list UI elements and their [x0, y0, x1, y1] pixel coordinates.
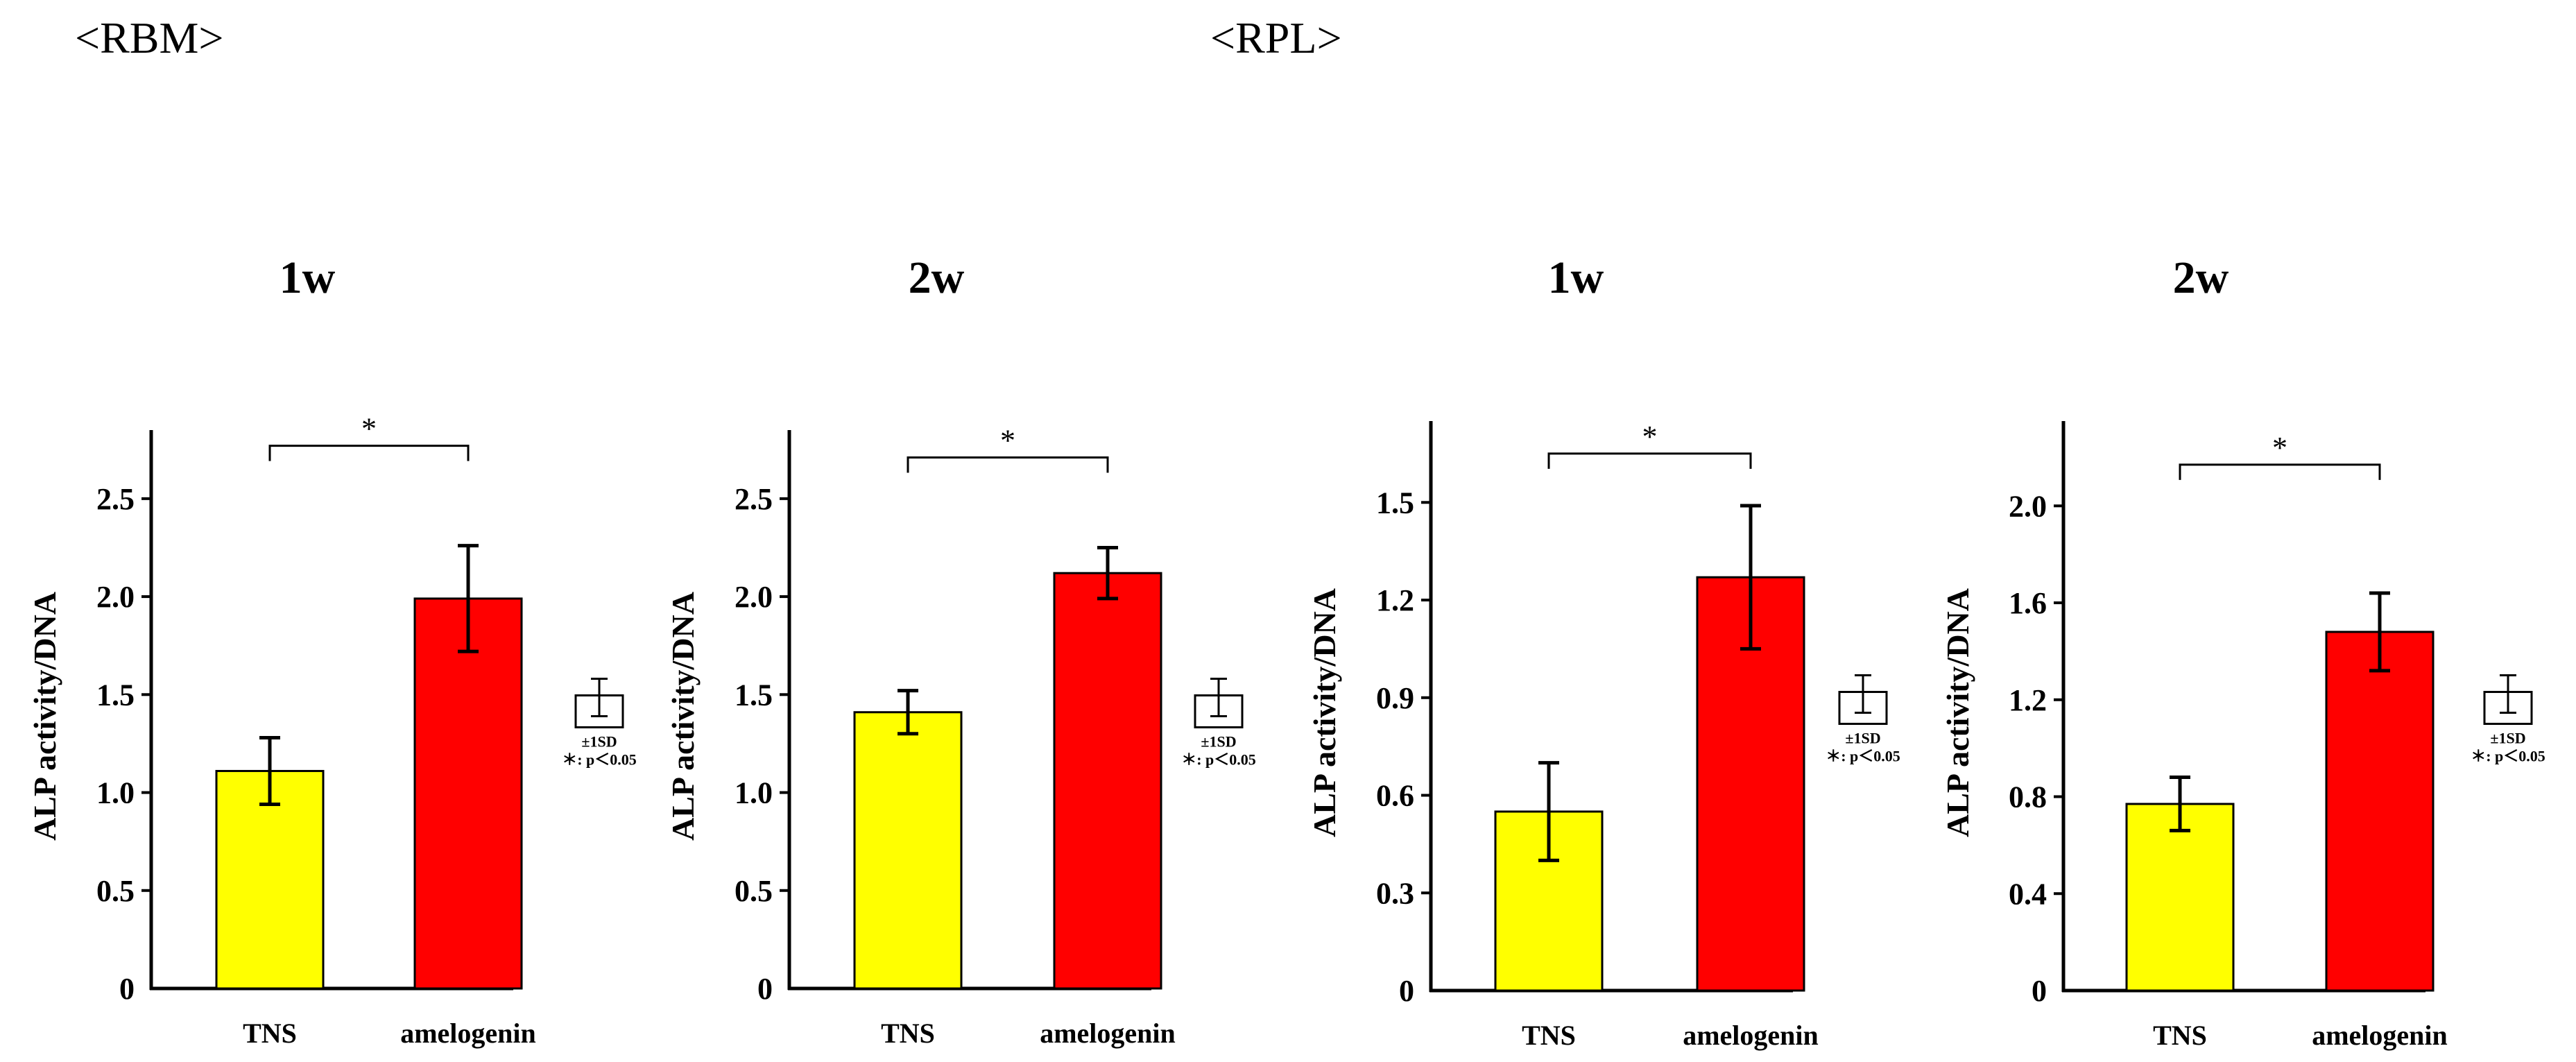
chart-2-category-label: amelogenin [1040, 1018, 1176, 1049]
chart-1-legend-p-label: ＊: p＜0.05 [562, 751, 637, 769]
section-title-rbm: <RBM> [75, 13, 224, 62]
chart-4-significance-label: * [2272, 431, 2287, 465]
chart-3-title: 1w [1548, 252, 1604, 303]
chart-3-tick-label: 1.5 [1376, 486, 1414, 520]
chart-2-tick-label: 0 [757, 972, 773, 1006]
chart-3-tick-label: 1.2 [1376, 583, 1414, 617]
chart-1-tick-label: 1.0 [96, 776, 135, 810]
chart-4-tick-label: 0.8 [2009, 780, 2047, 814]
chart-2-significance-bracket [907, 456, 1109, 473]
chart-2-tick-label: 1.5 [735, 678, 773, 712]
chart-3-tick-label: 0.6 [1376, 779, 1414, 813]
chart-1-title: 1w [280, 252, 336, 303]
chart-1-bar-amelogenin [413, 597, 523, 990]
chart-4-tick-label: 1.2 [2009, 683, 2047, 717]
chart-3-category-label: amelogenin [1683, 1020, 1819, 1051]
chart-2-title: 2w [909, 252, 965, 303]
chart-3-ylabel: ALP activity/DNA [1307, 588, 1342, 837]
chart-1-tick-label: 0.5 [96, 874, 135, 908]
chart-2-tick-label: 2.0 [735, 580, 773, 614]
chart-3-category-label: TNS [1522, 1020, 1576, 1051]
chart-4-ylabel: ALP activity/DNA [1940, 588, 1975, 837]
chart-3-legend-sd-label: ±1SD [1845, 730, 1880, 747]
chart-2-bar-amelogenin [1053, 572, 1162, 990]
chart-2-legend-p-label: ＊: p＜0.05 [1181, 751, 1256, 769]
chart-2-significance-label: * [1000, 424, 1015, 458]
chart-1-legend-sd-label: ±1SD [581, 733, 617, 751]
chart-2-bar-tns [853, 711, 963, 990]
chart-3-significance-bracket [1547, 452, 1752, 469]
chart-4-tick-label: 0 [2032, 974, 2047, 1008]
chart-4-bar-tns [2125, 803, 2235, 992]
chart-3-tick-label: 0.3 [1376, 876, 1414, 910]
chart-4-tick-label: 1.6 [2009, 586, 2047, 620]
chart-1-tick-label: 2.0 [96, 580, 135, 614]
chart-4-category-label: amelogenin [2312, 1020, 2448, 1051]
chart-4-significance-bracket [2179, 463, 2381, 480]
chart-2-category-label: TNS [881, 1018, 935, 1049]
section-title-rpl: <RPL> [1210, 13, 1342, 62]
chart-1-tick-label: 0 [119, 972, 135, 1006]
chart-1-tick-label: 1.5 [96, 678, 135, 712]
chart-4-tick-label: 0.4 [2009, 877, 2047, 911]
chart-3-tick-label: 0.9 [1376, 681, 1414, 715]
chart-4-legend-p-label: ＊: p＜0.05 [2471, 748, 2545, 765]
chart-4-legend-sd-label: ±1SD [2490, 730, 2525, 747]
chart-4-title: 2w [2173, 252, 2229, 303]
chart-4-bar-amelogenin [2325, 631, 2435, 992]
chart-1-category-label: amelogenin [400, 1018, 536, 1049]
chart-3-tick-label: 0 [1399, 974, 1414, 1008]
chart-3-legend-p-label: ＊: p＜0.05 [1826, 748, 1900, 765]
chart-3-significance-label: * [1642, 420, 1658, 454]
chart-1-significance-bracket [268, 445, 470, 461]
chart-4-tick-label: 2.0 [2009, 489, 2047, 523]
chart-1-bar-tns [215, 769, 325, 990]
chart-1-ylabel: ALP activity/DNA [27, 592, 62, 841]
chart-2-ylabel: ALP activity/DNA [665, 592, 701, 841]
chart-2-tick-label: 2.5 [735, 482, 773, 516]
chart-1-category-label: TNS [243, 1018, 297, 1049]
chart-1-significance-label: * [361, 412, 377, 446]
chart-2-tick-label: 1.0 [735, 776, 773, 810]
chart-1-tick-label: 2.5 [96, 482, 135, 516]
chart-2-legend-sd-label: ±1SD [1201, 733, 1236, 751]
chart-2-tick-label: 0.5 [735, 874, 773, 908]
chart-4-category-label: TNS [2153, 1020, 2207, 1051]
